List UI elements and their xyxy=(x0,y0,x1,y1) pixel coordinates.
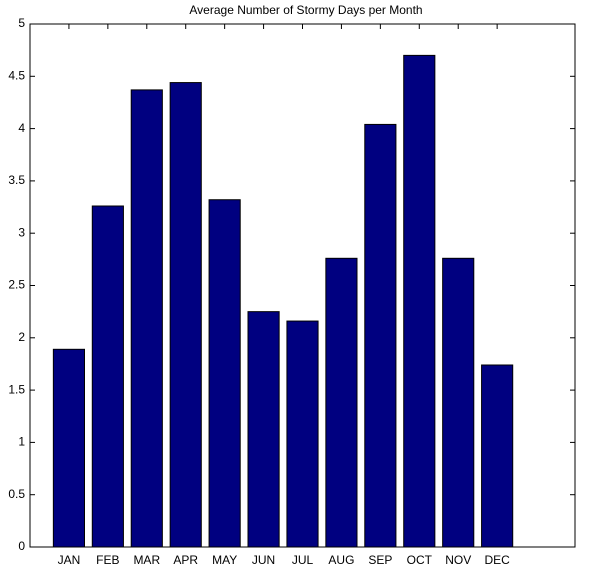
y-tick-label: 4.5 xyxy=(8,68,25,82)
y-tick-label: 1.5 xyxy=(8,382,25,396)
x-tick-label: MAY xyxy=(212,553,237,567)
y-tick-label: 3 xyxy=(18,225,25,239)
x-tick-label: DEC xyxy=(484,553,510,567)
x-tick-label: FEB xyxy=(96,553,119,567)
bar xyxy=(442,257,475,548)
bar xyxy=(130,89,163,548)
x-tick-label: OCT xyxy=(407,553,433,567)
x-tick-label: AUG xyxy=(328,553,354,567)
x-tick-label: SEP xyxy=(368,553,392,567)
y-tick-label: 1 xyxy=(18,435,25,449)
bar xyxy=(364,123,397,548)
bar xyxy=(247,311,280,548)
x-tick-label: APR xyxy=(173,553,198,567)
y-tick-label: 3.5 xyxy=(8,173,25,187)
bar xyxy=(208,199,241,548)
y-tick-label: 5 xyxy=(18,16,25,30)
chart-title: Average Number of Stormy Days per Month xyxy=(189,3,422,17)
x-tick-label: JAN xyxy=(58,553,81,567)
x-tick-label: NOV xyxy=(445,553,471,567)
x-tick-label: JUL xyxy=(292,553,314,567)
y-tick-label: 0.5 xyxy=(8,487,25,501)
bar xyxy=(403,54,436,548)
y-tick-label: 0 xyxy=(18,539,25,553)
x-tick-label: MAR xyxy=(133,553,160,567)
bar xyxy=(169,82,202,548)
bar xyxy=(286,320,319,548)
x-tick-label: JUN xyxy=(252,553,275,567)
bar xyxy=(91,205,124,548)
y-tick-label: 2.5 xyxy=(8,278,25,292)
bar xyxy=(325,257,358,548)
y-tick-label: 4 xyxy=(18,121,25,135)
y-tick-label: 2 xyxy=(18,330,25,344)
bar xyxy=(481,364,514,548)
bar xyxy=(52,348,85,548)
